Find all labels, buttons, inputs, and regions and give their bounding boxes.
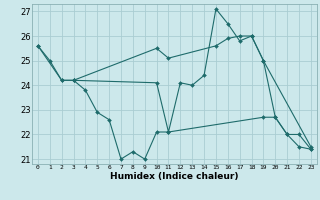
X-axis label: Humidex (Indice chaleur): Humidex (Indice chaleur) [110, 172, 239, 181]
